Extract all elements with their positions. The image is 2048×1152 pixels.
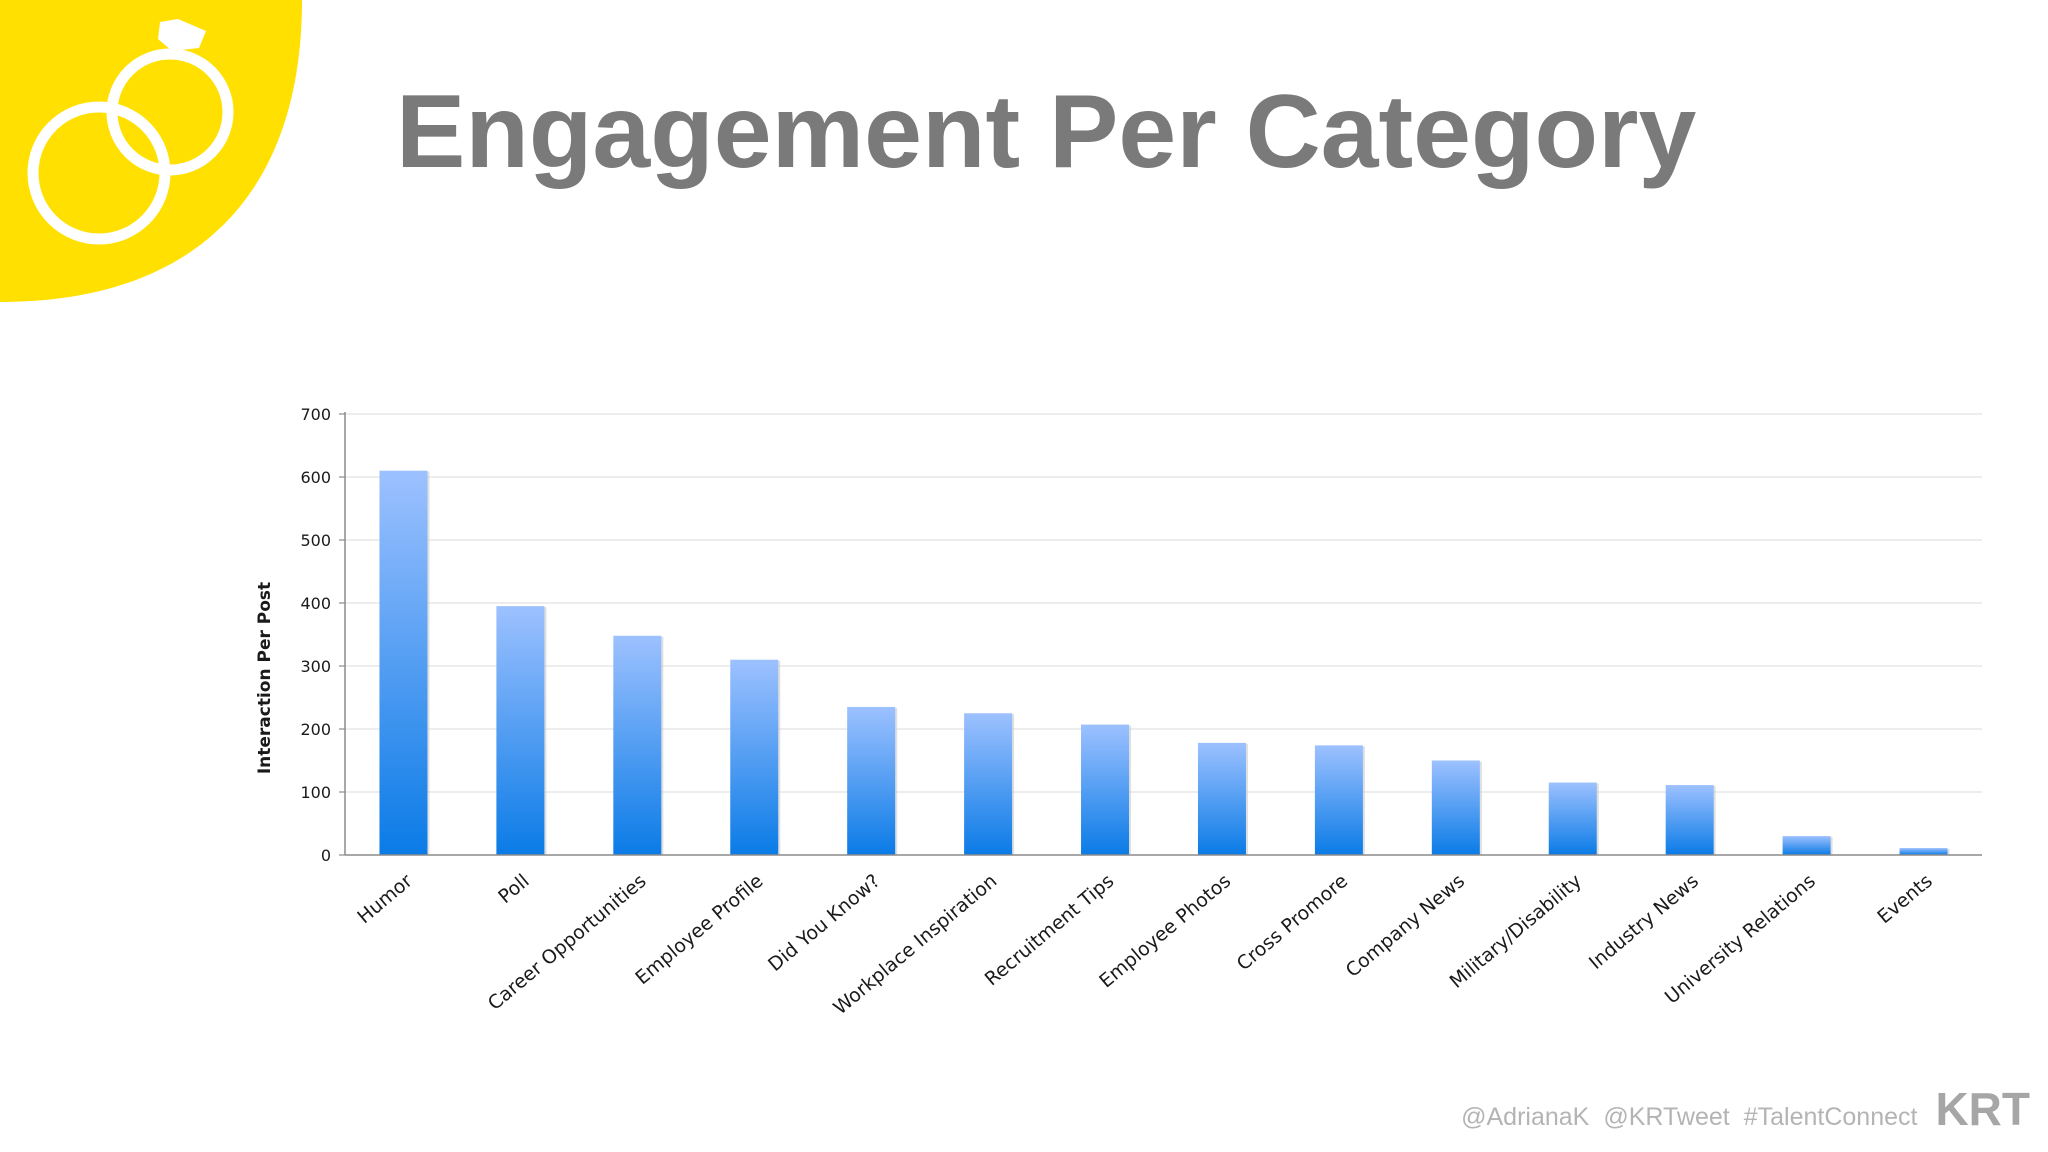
bar-career-opportunities [613,635,662,855]
bar-cross-promore [1314,745,1363,855]
gridlines [345,413,1982,793]
bar-poll [496,606,545,855]
y-axis-title: Interaction Per Post [255,582,275,774]
bar-workplace-inspiration [964,713,1013,855]
y-tick-label: 100 [300,783,331,802]
y-tick-label: 700 [300,405,331,424]
bar-did-you-know [847,706,896,855]
x-tick-label: Company News [1342,870,1469,982]
bar-events [1899,848,1948,855]
bar-recruitment-tips [1081,724,1130,855]
corner-badge [0,0,302,302]
bar-industry-news [1665,785,1714,855]
y-tick-label: 500 [300,531,331,550]
x-tick-label: Did You Know? [764,870,884,976]
interlocking-rings-icon [27,19,234,245]
footer-handle-adrianak: @AdrianaK [1461,1103,1590,1131]
slide-title: Engagement Per Category [396,74,1697,190]
bar-company-news [1431,760,1480,855]
y-tick-labels: 0 100 200 300 400 500 600 700 [300,405,345,865]
krt-logo: KRT [1935,1083,2030,1135]
x-tick-label: Cross Promore [1233,870,1352,975]
y-tick-label: 0 [321,846,331,865]
bar-university-relations [1782,836,1831,855]
y-tick-label: 600 [300,468,331,487]
y-tick-label: 300 [300,657,331,676]
bar-humor [379,470,428,855]
bar-employee-profile [730,659,779,855]
x-tick-label: Humor [353,870,417,928]
yellow-corner-shape [0,0,302,302]
y-tick-label: 400 [300,594,331,613]
bar-employee-photos [1197,742,1246,855]
footer: @AdrianaK @KRTweet #TalentConnect KRT [1461,1082,2030,1136]
x-tick-label: Events [1873,870,1936,928]
bars [379,470,1950,855]
footer-handle-krtweet: @KRTweet [1603,1103,1730,1131]
x-tick-label: Poll [494,870,533,908]
y-tick-label: 200 [300,720,331,739]
x-tick-label: Industry News [1585,870,1703,974]
bar-military-disability [1548,782,1597,855]
x-tick-label: Employee Profile [631,870,767,989]
footer-hashtag: #TalentConnect [1743,1103,1918,1131]
